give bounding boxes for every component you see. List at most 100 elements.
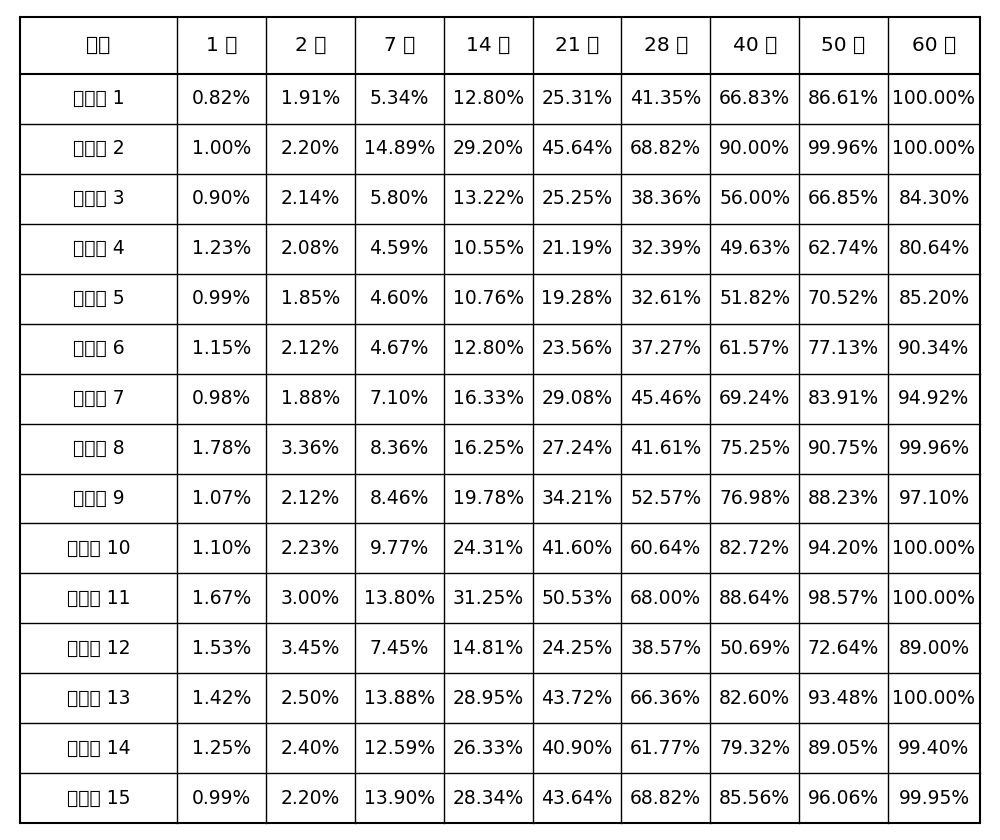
Text: 25.31%: 25.31%	[541, 89, 612, 108]
Text: 1.00%: 1.00%	[192, 139, 251, 159]
Text: 1.85%: 1.85%	[281, 289, 340, 308]
Text: 99.95%: 99.95%	[898, 789, 970, 808]
Text: 94.92%: 94.92%	[898, 389, 970, 408]
Text: 8.46%: 8.46%	[370, 489, 429, 508]
Text: 77.13%: 77.13%	[808, 339, 879, 358]
Text: 1.23%: 1.23%	[192, 239, 251, 258]
Text: 49.63%: 49.63%	[719, 239, 790, 258]
Text: 82.60%: 82.60%	[719, 689, 790, 708]
Text: 0.82%: 0.82%	[192, 89, 251, 108]
Text: 7.45%: 7.45%	[370, 639, 429, 658]
Text: 85.20%: 85.20%	[898, 289, 970, 308]
Text: 实施例 8: 实施例 8	[73, 439, 124, 458]
Text: 19.78%: 19.78%	[453, 489, 524, 508]
Text: 100.00%: 100.00%	[892, 689, 975, 708]
Text: 38.57%: 38.57%	[630, 639, 701, 658]
Text: 21 天: 21 天	[555, 36, 599, 55]
Text: 2.12%: 2.12%	[281, 339, 340, 358]
Text: 13.90%: 13.90%	[364, 789, 435, 808]
Text: 实施例 9: 实施例 9	[73, 489, 124, 508]
Text: 29.20%: 29.20%	[453, 139, 524, 159]
Text: 4.59%: 4.59%	[370, 239, 429, 258]
Text: 99.96%: 99.96%	[898, 439, 970, 458]
Text: 4.60%: 4.60%	[370, 289, 429, 308]
Text: 75.25%: 75.25%	[719, 439, 790, 458]
Text: 99.96%: 99.96%	[808, 139, 879, 159]
Text: 80.64%: 80.64%	[898, 239, 970, 258]
Text: 2.08%: 2.08%	[281, 239, 340, 258]
Text: 25.25%: 25.25%	[541, 189, 612, 208]
Text: 51.82%: 51.82%	[719, 289, 790, 308]
Text: 1.53%: 1.53%	[192, 639, 251, 658]
Text: 24.25%: 24.25%	[541, 639, 613, 658]
Text: 43.64%: 43.64%	[541, 789, 613, 808]
Text: 1.42%: 1.42%	[192, 689, 251, 708]
Text: 66.85%: 66.85%	[808, 189, 879, 208]
Text: 实施例 10: 实施例 10	[67, 539, 130, 558]
Text: 40 天: 40 天	[733, 36, 777, 55]
Text: 82.72%: 82.72%	[719, 539, 790, 558]
Text: 90.00%: 90.00%	[719, 139, 790, 159]
Text: 1.88%: 1.88%	[281, 389, 340, 408]
Text: 100.00%: 100.00%	[892, 589, 975, 608]
Text: 61.77%: 61.77%	[630, 738, 701, 758]
Text: 50.69%: 50.69%	[719, 639, 790, 658]
Text: 14.81%: 14.81%	[452, 639, 524, 658]
Text: 实施例 5: 实施例 5	[73, 289, 124, 308]
Text: 100.00%: 100.00%	[892, 139, 975, 159]
Text: 69.24%: 69.24%	[719, 389, 790, 408]
Text: 0.99%: 0.99%	[192, 789, 251, 808]
Text: 2.12%: 2.12%	[281, 489, 340, 508]
Text: 2.20%: 2.20%	[281, 789, 340, 808]
Text: 实施例 2: 实施例 2	[73, 139, 124, 159]
Text: 实施例 13: 实施例 13	[67, 689, 130, 708]
Text: 2.14%: 2.14%	[281, 189, 340, 208]
Text: 0.90%: 0.90%	[192, 189, 251, 208]
Text: 93.48%: 93.48%	[808, 689, 879, 708]
Text: 28 天: 28 天	[644, 36, 688, 55]
Text: 2.20%: 2.20%	[281, 139, 340, 159]
Text: 28.95%: 28.95%	[453, 689, 524, 708]
Text: 19.28%: 19.28%	[541, 289, 612, 308]
Text: 60.64%: 60.64%	[630, 539, 701, 558]
Text: 68.00%: 68.00%	[630, 589, 701, 608]
Text: 实施例 1: 实施例 1	[73, 89, 124, 108]
Text: 66.83%: 66.83%	[719, 89, 790, 108]
Text: 2 天: 2 天	[295, 36, 326, 55]
Text: 7 天: 7 天	[384, 36, 415, 55]
Text: 98.57%: 98.57%	[808, 589, 879, 608]
Text: 9.77%: 9.77%	[370, 539, 429, 558]
Text: 4.67%: 4.67%	[370, 339, 429, 358]
Text: 40.90%: 40.90%	[541, 738, 613, 758]
Text: 3.45%: 3.45%	[281, 639, 340, 658]
Text: 38.36%: 38.36%	[630, 189, 701, 208]
Text: 12.80%: 12.80%	[453, 89, 524, 108]
Text: 实施例 11: 实施例 11	[67, 589, 130, 608]
Text: 99.40%: 99.40%	[898, 738, 970, 758]
Text: 16.33%: 16.33%	[453, 389, 524, 408]
Text: 3.00%: 3.00%	[281, 589, 340, 608]
Text: 14 天: 14 天	[466, 36, 510, 55]
Text: 2.50%: 2.50%	[281, 689, 340, 708]
Text: 28.34%: 28.34%	[452, 789, 524, 808]
Text: 实施例 4: 实施例 4	[73, 239, 124, 258]
Text: 96.06%: 96.06%	[808, 789, 879, 808]
Text: 52.57%: 52.57%	[630, 489, 701, 508]
Text: 0.99%: 0.99%	[192, 289, 251, 308]
Text: 34.21%: 34.21%	[541, 489, 613, 508]
Text: 1.78%: 1.78%	[192, 439, 251, 458]
Text: 84.30%: 84.30%	[898, 189, 970, 208]
Text: 2.40%: 2.40%	[281, 738, 340, 758]
Text: 50 天: 50 天	[821, 36, 866, 55]
Text: 1.67%: 1.67%	[192, 589, 251, 608]
Text: 76.98%: 76.98%	[719, 489, 790, 508]
Text: 31.25%: 31.25%	[453, 589, 524, 608]
Text: 45.64%: 45.64%	[541, 139, 613, 159]
Text: 3.36%: 3.36%	[281, 439, 340, 458]
Text: 72.64%: 72.64%	[808, 639, 879, 658]
Text: 50.53%: 50.53%	[541, 589, 612, 608]
Text: 5.80%: 5.80%	[370, 189, 429, 208]
Text: 23.56%: 23.56%	[541, 339, 612, 358]
Text: 37.27%: 37.27%	[630, 339, 701, 358]
Text: 1.10%: 1.10%	[192, 539, 251, 558]
